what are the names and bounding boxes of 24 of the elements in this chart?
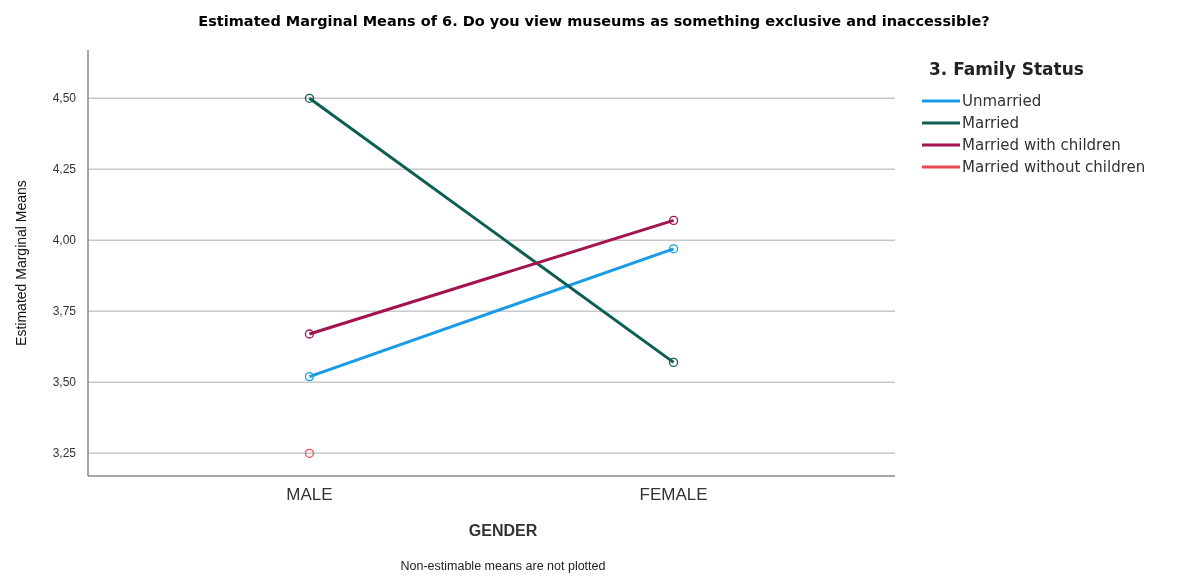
point xyxy=(668,357,679,368)
point xyxy=(304,371,315,382)
chart-title: Estimated Marginal Means of 6. Do you view museums as something exclusive and inaccessible? xyxy=(198,13,990,29)
legend-label: Married xyxy=(962,114,1020,133)
y-tick-label: 3,75 xyxy=(52,304,77,319)
point xyxy=(304,448,315,458)
legend-label: Married with children xyxy=(962,136,1121,155)
point xyxy=(304,329,315,339)
y-axis-title: Estimated Marginal Means xyxy=(13,180,29,346)
x-axis-title: GENDER xyxy=(468,522,538,539)
y-tick-label: 3,50 xyxy=(52,375,77,390)
legend-label: Married without children xyxy=(962,158,1146,177)
y-tick-label: 3,25 xyxy=(52,446,77,461)
point xyxy=(304,93,315,103)
x-tick-label: FEMALE xyxy=(639,485,708,504)
legend-label: Unmarried xyxy=(962,92,1042,111)
point xyxy=(668,215,679,226)
point xyxy=(668,244,679,254)
y-tick-label: 4,00 xyxy=(52,233,77,248)
legend-title: 3. Family Status xyxy=(929,59,1084,79)
y-tick-label: 4,50 xyxy=(52,91,77,106)
y-tick-label: 4,25 xyxy=(52,162,77,177)
text: Non-estimable means are not plotted xyxy=(400,559,606,573)
x-tick-label: MALE xyxy=(286,485,333,504)
